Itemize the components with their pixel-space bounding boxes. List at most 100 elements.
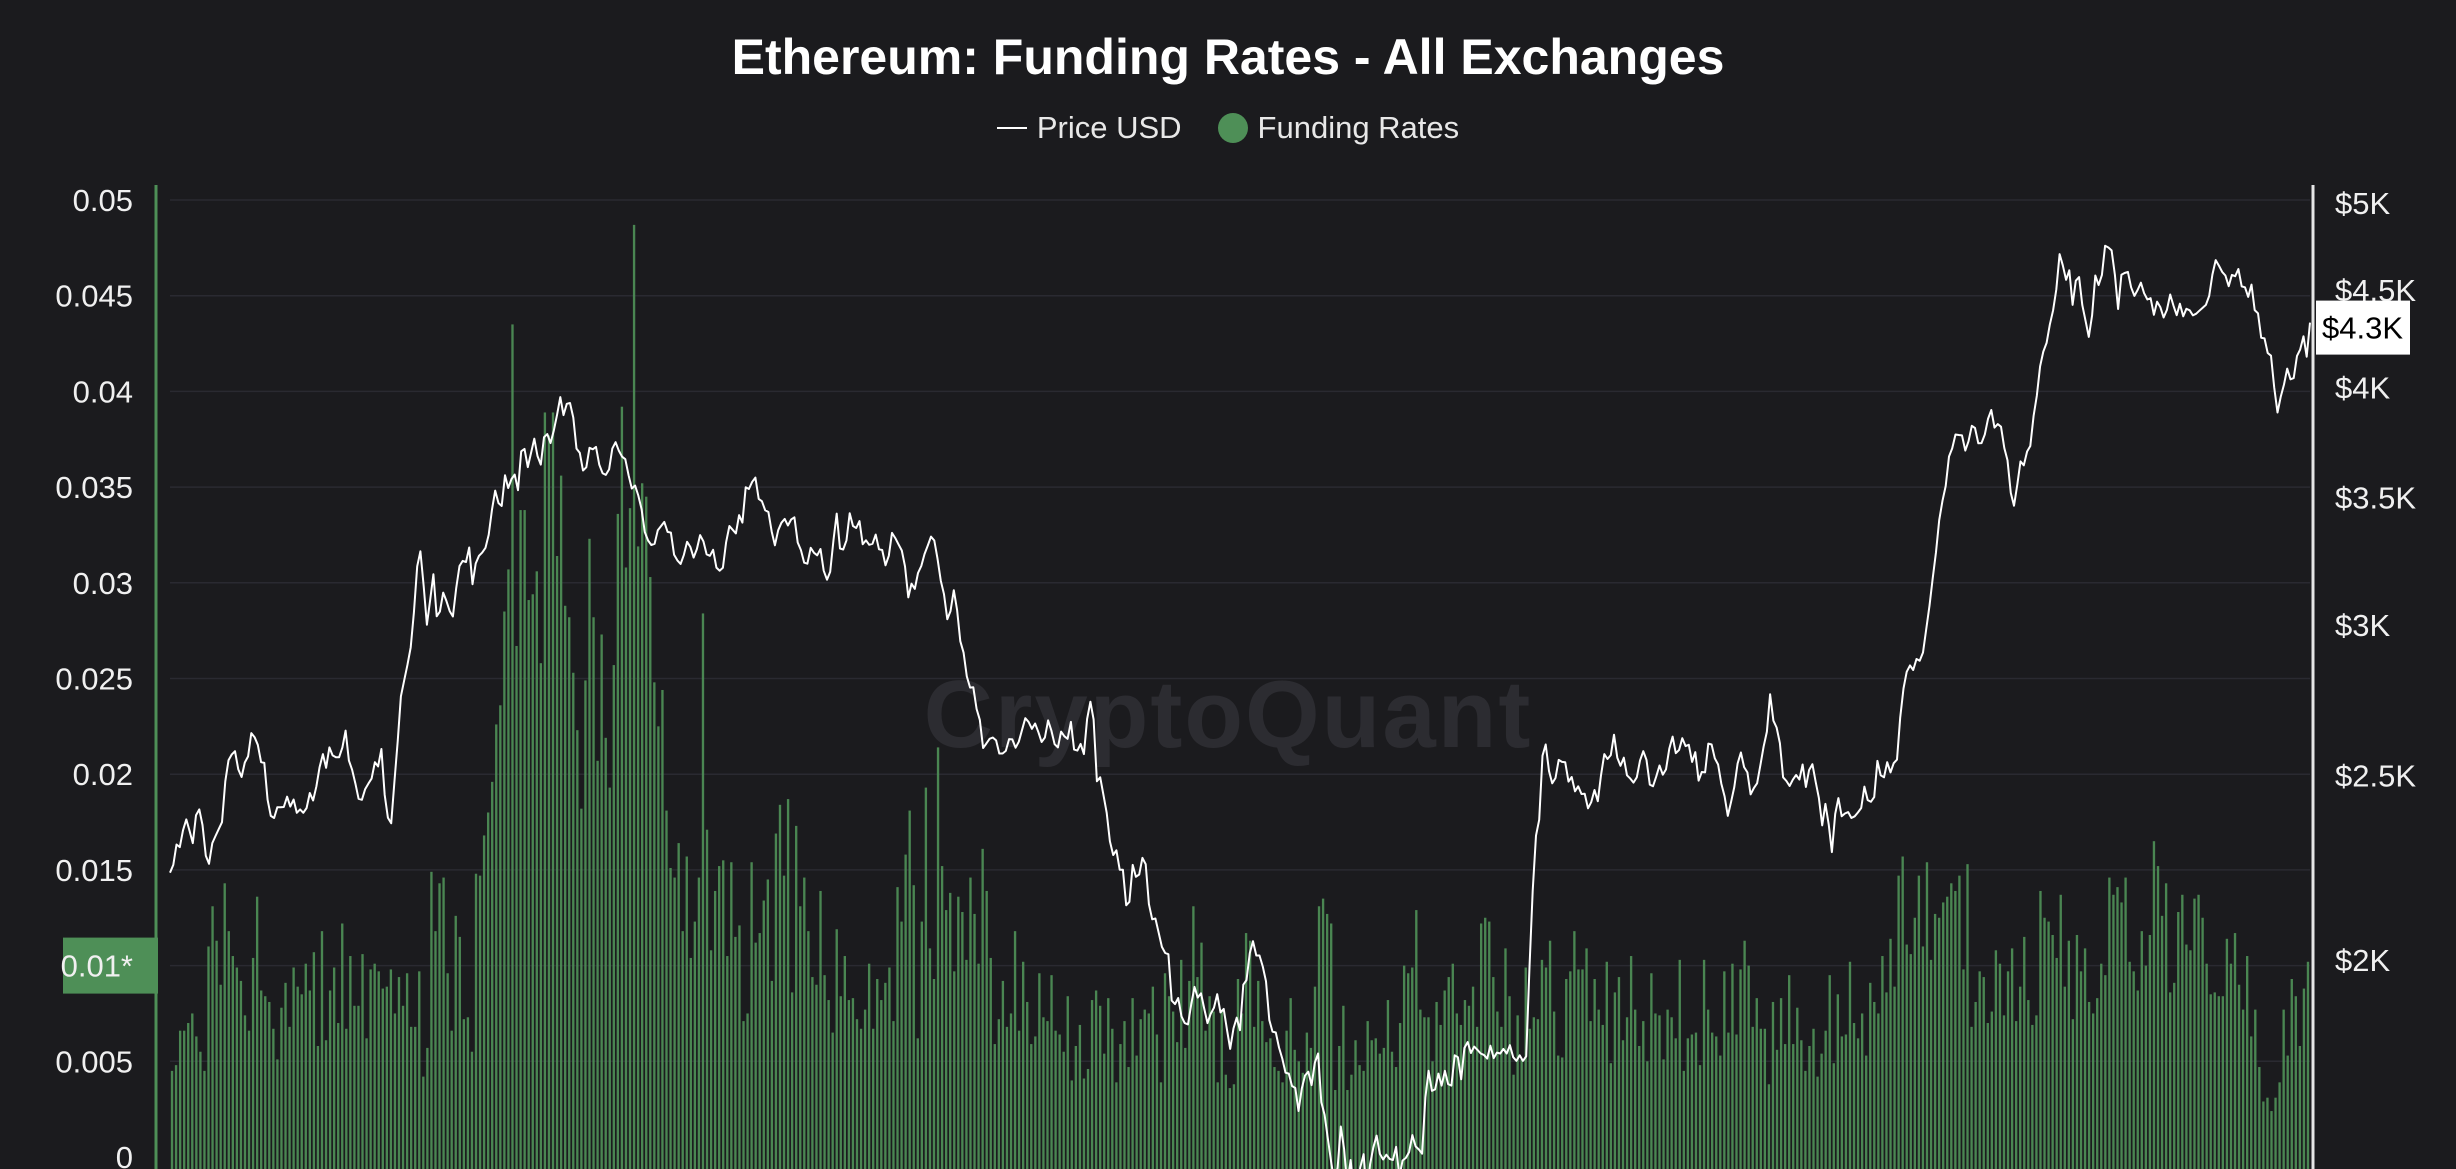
funding-rate-bar (284, 982, 287, 1169)
funding-rate-bar (2067, 940, 2071, 1169)
funding-rate-bar (2290, 979, 2293, 1169)
grid-lines (170, 199, 2310, 1063)
funding-rate-bar (916, 1038, 919, 1169)
funding-rate-bar (1488, 921, 1491, 1169)
funding-rate-bar (592, 617, 595, 1169)
right-axis-tick-label: $3K (2335, 608, 2390, 643)
funding-rate-bar (2014, 1021, 2018, 1169)
funding-rate-bar (268, 1001, 271, 1169)
funding-rate-bar (2164, 883, 2168, 1169)
funding-rate-bar (2169, 992, 2172, 1169)
funding-rate-bar (1208, 996, 1211, 1169)
price-line-layer (169, 244, 2311, 1169)
funding-rate-bar (1427, 1017, 1430, 1169)
funding-rate-bar (239, 980, 243, 1169)
funding-rate-bar (2274, 1097, 2277, 1169)
funding-rate-bar (1171, 1011, 1175, 1169)
funding-rate-bar (1597, 1009, 1600, 1169)
funding-rate-bar (231, 956, 234, 1169)
right-axis-tick-label: $3.5K (2335, 481, 2416, 516)
funding-rate-bar (300, 994, 303, 1169)
funding-rate-bar (1666, 1009, 1669, 1169)
funding-rate-bar (782, 875, 786, 1169)
funding-rate-bar (665, 810, 668, 1169)
funding-rate-bar (543, 412, 547, 1169)
funding-rate-bar (1484, 917, 1487, 1169)
funding-rate-bar (1467, 1005, 1471, 1169)
funding-rate-bar (353, 1005, 356, 1169)
funding-rate-bar (2059, 894, 2062, 1169)
funding-rate-bar (568, 617, 571, 1169)
funding-rate-bar (1962, 969, 1965, 1169)
funding-rate-bar (1382, 1047, 1386, 1169)
funding-rate-bar (750, 862, 753, 1169)
funding-rate-bar (503, 611, 506, 1169)
funding-rate-bar (1305, 1032, 1309, 1169)
funding-rate-bar (1439, 1024, 1442, 1169)
funding-rate-bar (434, 931, 437, 1169)
funding-rate-bar (2193, 898, 2196, 1169)
funding-rate-bar (1942, 902, 1945, 1169)
funding-rate-bar (2132, 971, 2135, 1169)
funding-rate-bar (2181, 894, 2184, 1169)
chart-title: Ethereum: Funding Rates - All Exchanges (731, 29, 1725, 85)
funding-rate-bar (1686, 1038, 1690, 1169)
funding-rate-bar (1832, 1063, 1835, 1169)
funding-rate-bar (1706, 1009, 1710, 1169)
funding-rate-bar (2237, 984, 2241, 1169)
legend-item-funding[interactable]: Funding Rates (1217, 110, 1459, 146)
funding-rate-bar (1180, 959, 1183, 1169)
funding-rate-bar (1520, 1059, 1523, 1169)
funding-rate-bar (2096, 998, 2099, 1169)
funding-rate-bar (778, 804, 782, 1169)
funding-rate-bar (1492, 977, 1495, 1169)
left-axis-tick-label: 0.045 (55, 279, 133, 314)
funding-rate-bar (1107, 998, 1110, 1169)
funding-rate-bar (1958, 875, 1961, 1169)
funding-rate-bar (685, 856, 688, 1169)
funding-rate-bar (223, 883, 226, 1169)
funding-rate-bar (977, 963, 980, 1169)
funding-rate-bar (1074, 1045, 1078, 1169)
funding-rate-bar (973, 913, 976, 1169)
left-axis-tick-label: 0 (116, 1140, 133, 1169)
left-axis-tick-label: 0.025 (55, 662, 133, 697)
funding-rate-bar (1516, 1015, 1519, 1169)
funding-rate-bar (1548, 940, 1552, 1169)
right-axis-ticks: $2K$2.5K$3K$3.5K$4K$4.5K$5K$4.3K (2316, 186, 2416, 978)
funding-rate-bar (1378, 1053, 1381, 1169)
funding-rate-bar (511, 324, 514, 1169)
funding-rate-bar (766, 879, 769, 1169)
funding-rate-bar (1970, 1026, 1973, 1169)
funding-rate-bar (1966, 864, 1969, 1169)
funding-rate-bar (1407, 973, 1410, 1169)
funding-rate-bar (1330, 923, 1333, 1169)
funding-rate-bar (2063, 986, 2066, 1169)
funding-rate-bar (641, 483, 644, 1169)
funding-rate-bar (1783, 1044, 1787, 1169)
funding-rate-bar (373, 963, 376, 1169)
funding-rate-bar (1212, 1011, 1215, 1169)
funding-rate-bar (357, 1005, 360, 1169)
funding-rate-bar (900, 921, 903, 1169)
legend-line-marker (996, 127, 1027, 129)
funding-rate-bar (803, 877, 806, 1169)
funding-rate-bar (531, 594, 534, 1169)
funding-rate-bar (191, 1013, 194, 1169)
funding-rate-bar (1569, 971, 1572, 1169)
funding-rate-bar (1678, 959, 1681, 1169)
funding-rate-bar (1828, 975, 1831, 1169)
funding-rate-bar (1994, 950, 1998, 1169)
legend-item-price[interactable]: Price USD (996, 110, 1182, 146)
funding-rate-bar (1151, 986, 1155, 1169)
funding-rate-bar (251, 957, 255, 1169)
funding-rate-bar (1662, 1059, 1665, 1169)
funding-rate-bar (1443, 990, 1446, 1169)
funding-rate-bar (924, 787, 928, 1169)
funding-rate-bar (559, 475, 563, 1169)
funding-rate-bar (170, 1070, 174, 1169)
funding-rate-bar (2152, 841, 2156, 1169)
funding-rate-bar (754, 942, 757, 1169)
funding-rate-bar (272, 1028, 275, 1169)
